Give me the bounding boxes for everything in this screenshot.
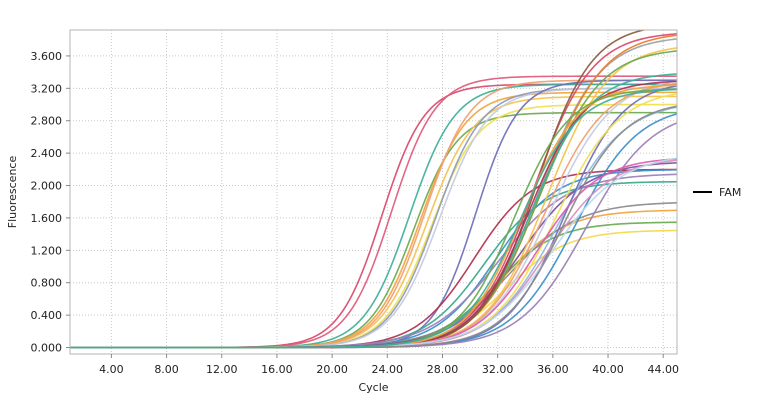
y-tick-label: 0.400 (31, 309, 63, 322)
amplification-curve (70, 91, 677, 349)
x-tick-label: 32.00 (482, 363, 514, 376)
y-tick-label: 2.400 (31, 147, 63, 160)
legend: FAM (693, 186, 741, 199)
y-tick-label: 1.600 (31, 212, 63, 225)
y-tick-label: 3.600 (31, 50, 63, 63)
y-tick-label: 3.200 (31, 82, 63, 95)
amplification-curve (70, 111, 677, 349)
x-tick-label: 20.00 (316, 363, 348, 376)
x-tick-label: 16.00 (261, 363, 293, 376)
amplification-curve (70, 73, 677, 349)
legend-label-fam: FAM (719, 186, 741, 199)
y-tick-label: 0.800 (31, 277, 63, 290)
x-axis-title: Cycle (358, 381, 388, 394)
amplification-curve (70, 93, 677, 349)
x-tick-label: 12.00 (206, 363, 238, 376)
y-tick-label: 0.000 (31, 342, 63, 355)
y-axis-ticks: 0.000 0.400 0.800 1.200 1.600 2.000 2.400 2.800… (31, 50, 70, 355)
grid (70, 30, 677, 354)
y-tick-label: 2.000 (31, 180, 63, 193)
amplification-curve (70, 209, 677, 349)
x-tick-label: 24.00 (372, 363, 404, 376)
x-tick-label: 40.00 (592, 363, 624, 376)
plot-frame (69, 29, 678, 355)
y-axis-title: Fluorescence (6, 156, 19, 229)
amplification-curve (70, 75, 677, 349)
y-tick-label: 1.200 (31, 244, 63, 257)
amplification-curve (70, 113, 677, 349)
x-tick-label: 44.00 (647, 363, 679, 376)
x-tick-label: 36.00 (537, 363, 569, 376)
y-tick-label: 2.800 (31, 115, 63, 128)
x-axis-ticks: 4.00 8.00 12.00 16.00 20.00 24.00 28.00 32.00 36… (99, 354, 679, 376)
series-layer (70, 30, 677, 349)
x-tick-label: 8.00 (154, 363, 179, 376)
x-tick-label: 4.00 (99, 363, 124, 376)
x-tick-label: 28.00 (427, 363, 459, 376)
amplification-curve (70, 202, 677, 349)
amplification-curve (70, 88, 677, 349)
amplification-curve (70, 80, 677, 349)
amplification-curve (70, 84, 677, 349)
